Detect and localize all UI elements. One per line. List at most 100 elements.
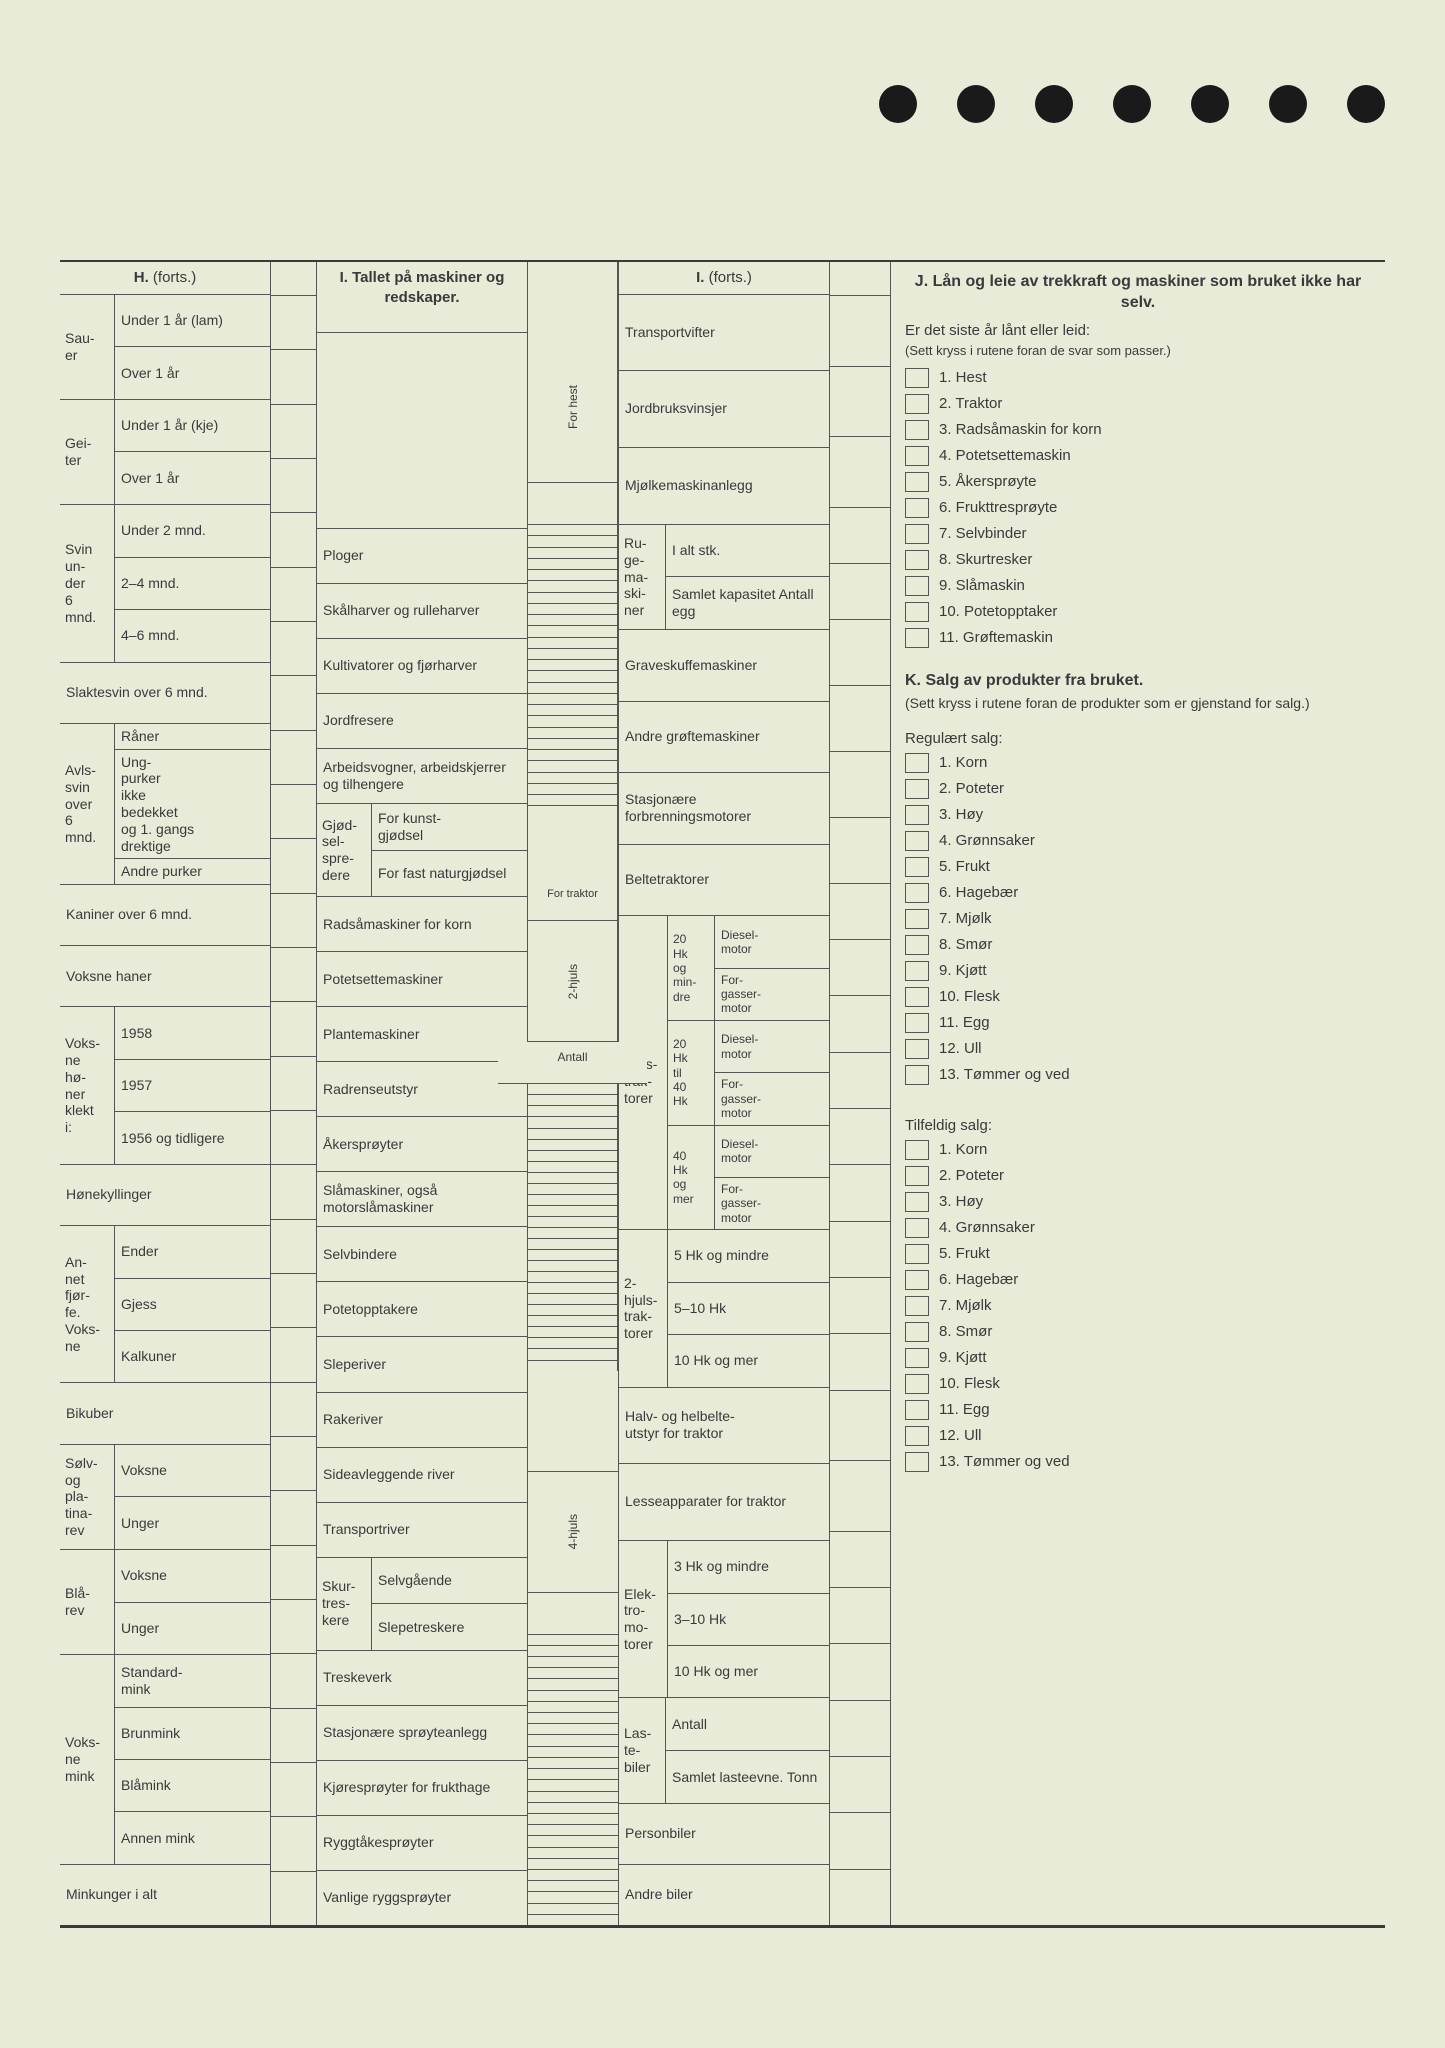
checkbox[interactable] — [905, 1192, 929, 1212]
checkbox[interactable] — [905, 961, 929, 981]
i-sub-val — [528, 1305, 617, 1316]
checkbox[interactable] — [905, 1296, 929, 1316]
icont-val-header — [830, 262, 890, 296]
i-sub-val — [528, 1272, 617, 1283]
checkbox[interactable] — [905, 1013, 929, 1033]
j-title: J. Lån og leie av trekkraft og maskiner … — [905, 272, 1371, 314]
checkbox[interactable] — [905, 1140, 929, 1160]
k-occ-item: 3. Høy — [905, 1192, 1371, 1212]
i-sub-val — [528, 548, 617, 559]
i-sub-val — [528, 1162, 617, 1173]
j-label: 2. Traktor — [939, 395, 1002, 412]
i-sub-val — [528, 1892, 618, 1903]
i-sub-val — [528, 1095, 617, 1106]
checkbox[interactable] — [905, 1218, 929, 1238]
j-item: 6. Frukttresprøyte — [905, 498, 1371, 518]
j-item: 10. Potetopptaker — [905, 602, 1371, 622]
checkbox[interactable] — [905, 987, 929, 1007]
section-i: I. Tallet på maskiner og redskaper. Plog… — [317, 262, 528, 1925]
h-val — [271, 1057, 316, 1111]
i-row: Ryggtåkesprøyter — [317, 1816, 527, 1871]
i-sub-val — [528, 739, 617, 750]
checkbox[interactable] — [905, 394, 929, 414]
checkbox[interactable] — [905, 1426, 929, 1446]
punch-hole — [1113, 85, 1151, 123]
j-label: 1. Hest — [939, 369, 987, 386]
h-val — [271, 839, 316, 893]
i-row: Ploger — [317, 529, 527, 584]
i-row: Radrenseutstyr — [317, 1062, 527, 1117]
k-occ-item: 5. Frukt — [905, 1244, 1371, 1264]
checkbox[interactable] — [905, 1270, 929, 1290]
i-sub-val — [528, 1184, 617, 1195]
checkbox[interactable] — [905, 602, 929, 622]
h-val — [271, 1002, 316, 1056]
icont-trak4-sub-label: 20 Hk til 40 Hk — [668, 1021, 715, 1125]
checkbox[interactable] — [905, 1348, 929, 1368]
checkbox[interactable] — [905, 420, 929, 440]
i-row: Stasjonære sprøyteanlegg — [317, 1706, 527, 1761]
checkbox[interactable] — [905, 1039, 929, 1059]
h-group-label: Sau- er — [60, 295, 115, 399]
icont-val — [830, 1278, 890, 1334]
i-sub-val — [528, 1881, 618, 1892]
icont-laste-row: Samlet lasteevne. Tonn — [666, 1751, 829, 1803]
i-sub-val — [528, 649, 617, 660]
h-val — [271, 1437, 316, 1491]
checkbox[interactable] — [905, 1374, 929, 1394]
j-label: 11. Grøftemaskin — [939, 629, 1053, 646]
h-val — [271, 296, 316, 350]
punch-hole — [1035, 85, 1073, 123]
j-label: 3. Radsåmaskin for korn — [939, 421, 1102, 438]
i-sub-val — [528, 660, 617, 671]
checkbox[interactable] — [905, 472, 929, 492]
icont-laste-row: Antall — [666, 1698, 829, 1751]
checkbox[interactable] — [905, 935, 929, 955]
i-4h-label: 4-hjuls — [528, 1472, 618, 1593]
checkbox[interactable] — [905, 576, 929, 596]
icont-val — [830, 1461, 890, 1532]
checkbox[interactable] — [905, 909, 929, 929]
h-subrow: Unger — [115, 1603, 270, 1655]
k-occ-item: 9. Kjøtt — [905, 1348, 1371, 1368]
checkbox[interactable] — [905, 805, 929, 825]
i-sub-val — [528, 581, 617, 592]
i-row: Treskeverk — [317, 1651, 527, 1706]
h-group: Blå- revVoksneUnger — [60, 1550, 270, 1655]
checkbox[interactable] — [905, 446, 929, 466]
checkbox[interactable] — [905, 498, 929, 518]
checkbox[interactable] — [905, 753, 929, 773]
i-sub-val — [528, 1668, 618, 1679]
checkbox[interactable] — [905, 524, 929, 544]
checkbox[interactable] — [905, 779, 929, 799]
checkbox[interactable] — [905, 1065, 929, 1085]
checkbox[interactable] — [905, 1452, 929, 1472]
icont-val — [830, 1532, 890, 1588]
icont-trak2: 2- hjuls- trak- torer5 Hk og mindre5–10 … — [619, 1230, 829, 1387]
k-occ-label: 12. Ull — [939, 1427, 982, 1444]
checkbox[interactable] — [905, 1400, 929, 1420]
checkbox[interactable] — [905, 857, 929, 877]
sub-blank2 — [528, 1441, 618, 1472]
i-row: Transportriver — [317, 1503, 527, 1558]
section-i-cont: I. (forts.) TransportvifterJordbruksvins… — [619, 262, 830, 1925]
punch-hole — [1269, 85, 1307, 123]
i-sub-val — [528, 716, 617, 727]
i-sub-val — [528, 1129, 617, 1140]
checkbox[interactable] — [905, 1244, 929, 1264]
i-sub-val — [528, 683, 617, 694]
checkbox[interactable] — [905, 628, 929, 648]
k-reg-item: 9. Kjøtt — [905, 961, 1371, 981]
checkbox[interactable] — [905, 368, 929, 388]
checkbox[interactable] — [905, 550, 929, 570]
checkbox[interactable] — [905, 1166, 929, 1186]
i-sub-val — [528, 1106, 617, 1117]
checkbox[interactable] — [905, 1322, 929, 1342]
i-sub-val — [528, 1228, 617, 1239]
checkbox[interactable] — [905, 831, 929, 851]
checkbox[interactable] — [905, 883, 929, 903]
h-subrow: Brunmink — [115, 1708, 270, 1760]
icont-row: Transportvifter — [619, 295, 829, 372]
k-reg-label: 3. Høy — [939, 806, 983, 823]
h-row: Hønekyllinger — [60, 1165, 270, 1226]
